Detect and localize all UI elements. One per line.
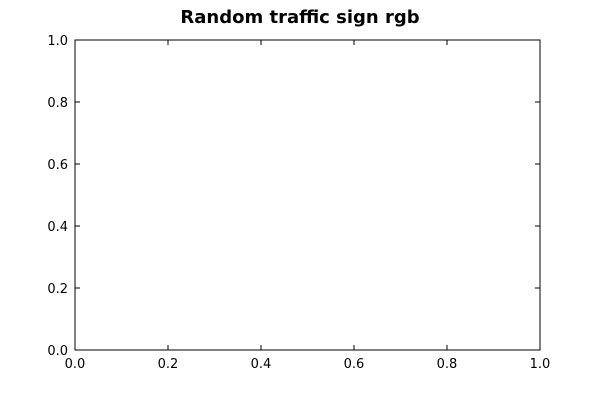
y-tick-label: 0.2 (47, 282, 68, 297)
x-axis: 0.0 0.2 0.4 0.6 0.8 1.0 (65, 40, 551, 372)
x-tick-label: 0.0 (65, 357, 86, 372)
x-tick-label: 0.6 (344, 357, 365, 372)
plot-area (74, 39, 541, 351)
x-tick-label: 1.0 (530, 357, 551, 372)
y-tick-label: 0.8 (47, 96, 68, 111)
x-tick-label: 0.8 (437, 357, 458, 372)
y-axis: 0.0 0.2 0.4 0.6 0.8 1.0 (47, 34, 540, 359)
x-tick-label: 0.2 (158, 357, 179, 372)
y-tick-label: 0.6 (47, 158, 68, 173)
y-tick-label: 0.4 (47, 220, 68, 235)
y-tick-label: 0.0 (47, 344, 68, 359)
x-tick-label: 0.4 (251, 357, 272, 372)
y-tick-label: 1.0 (47, 34, 68, 49)
chart-title: Random traffic sign rgb (180, 7, 419, 28)
